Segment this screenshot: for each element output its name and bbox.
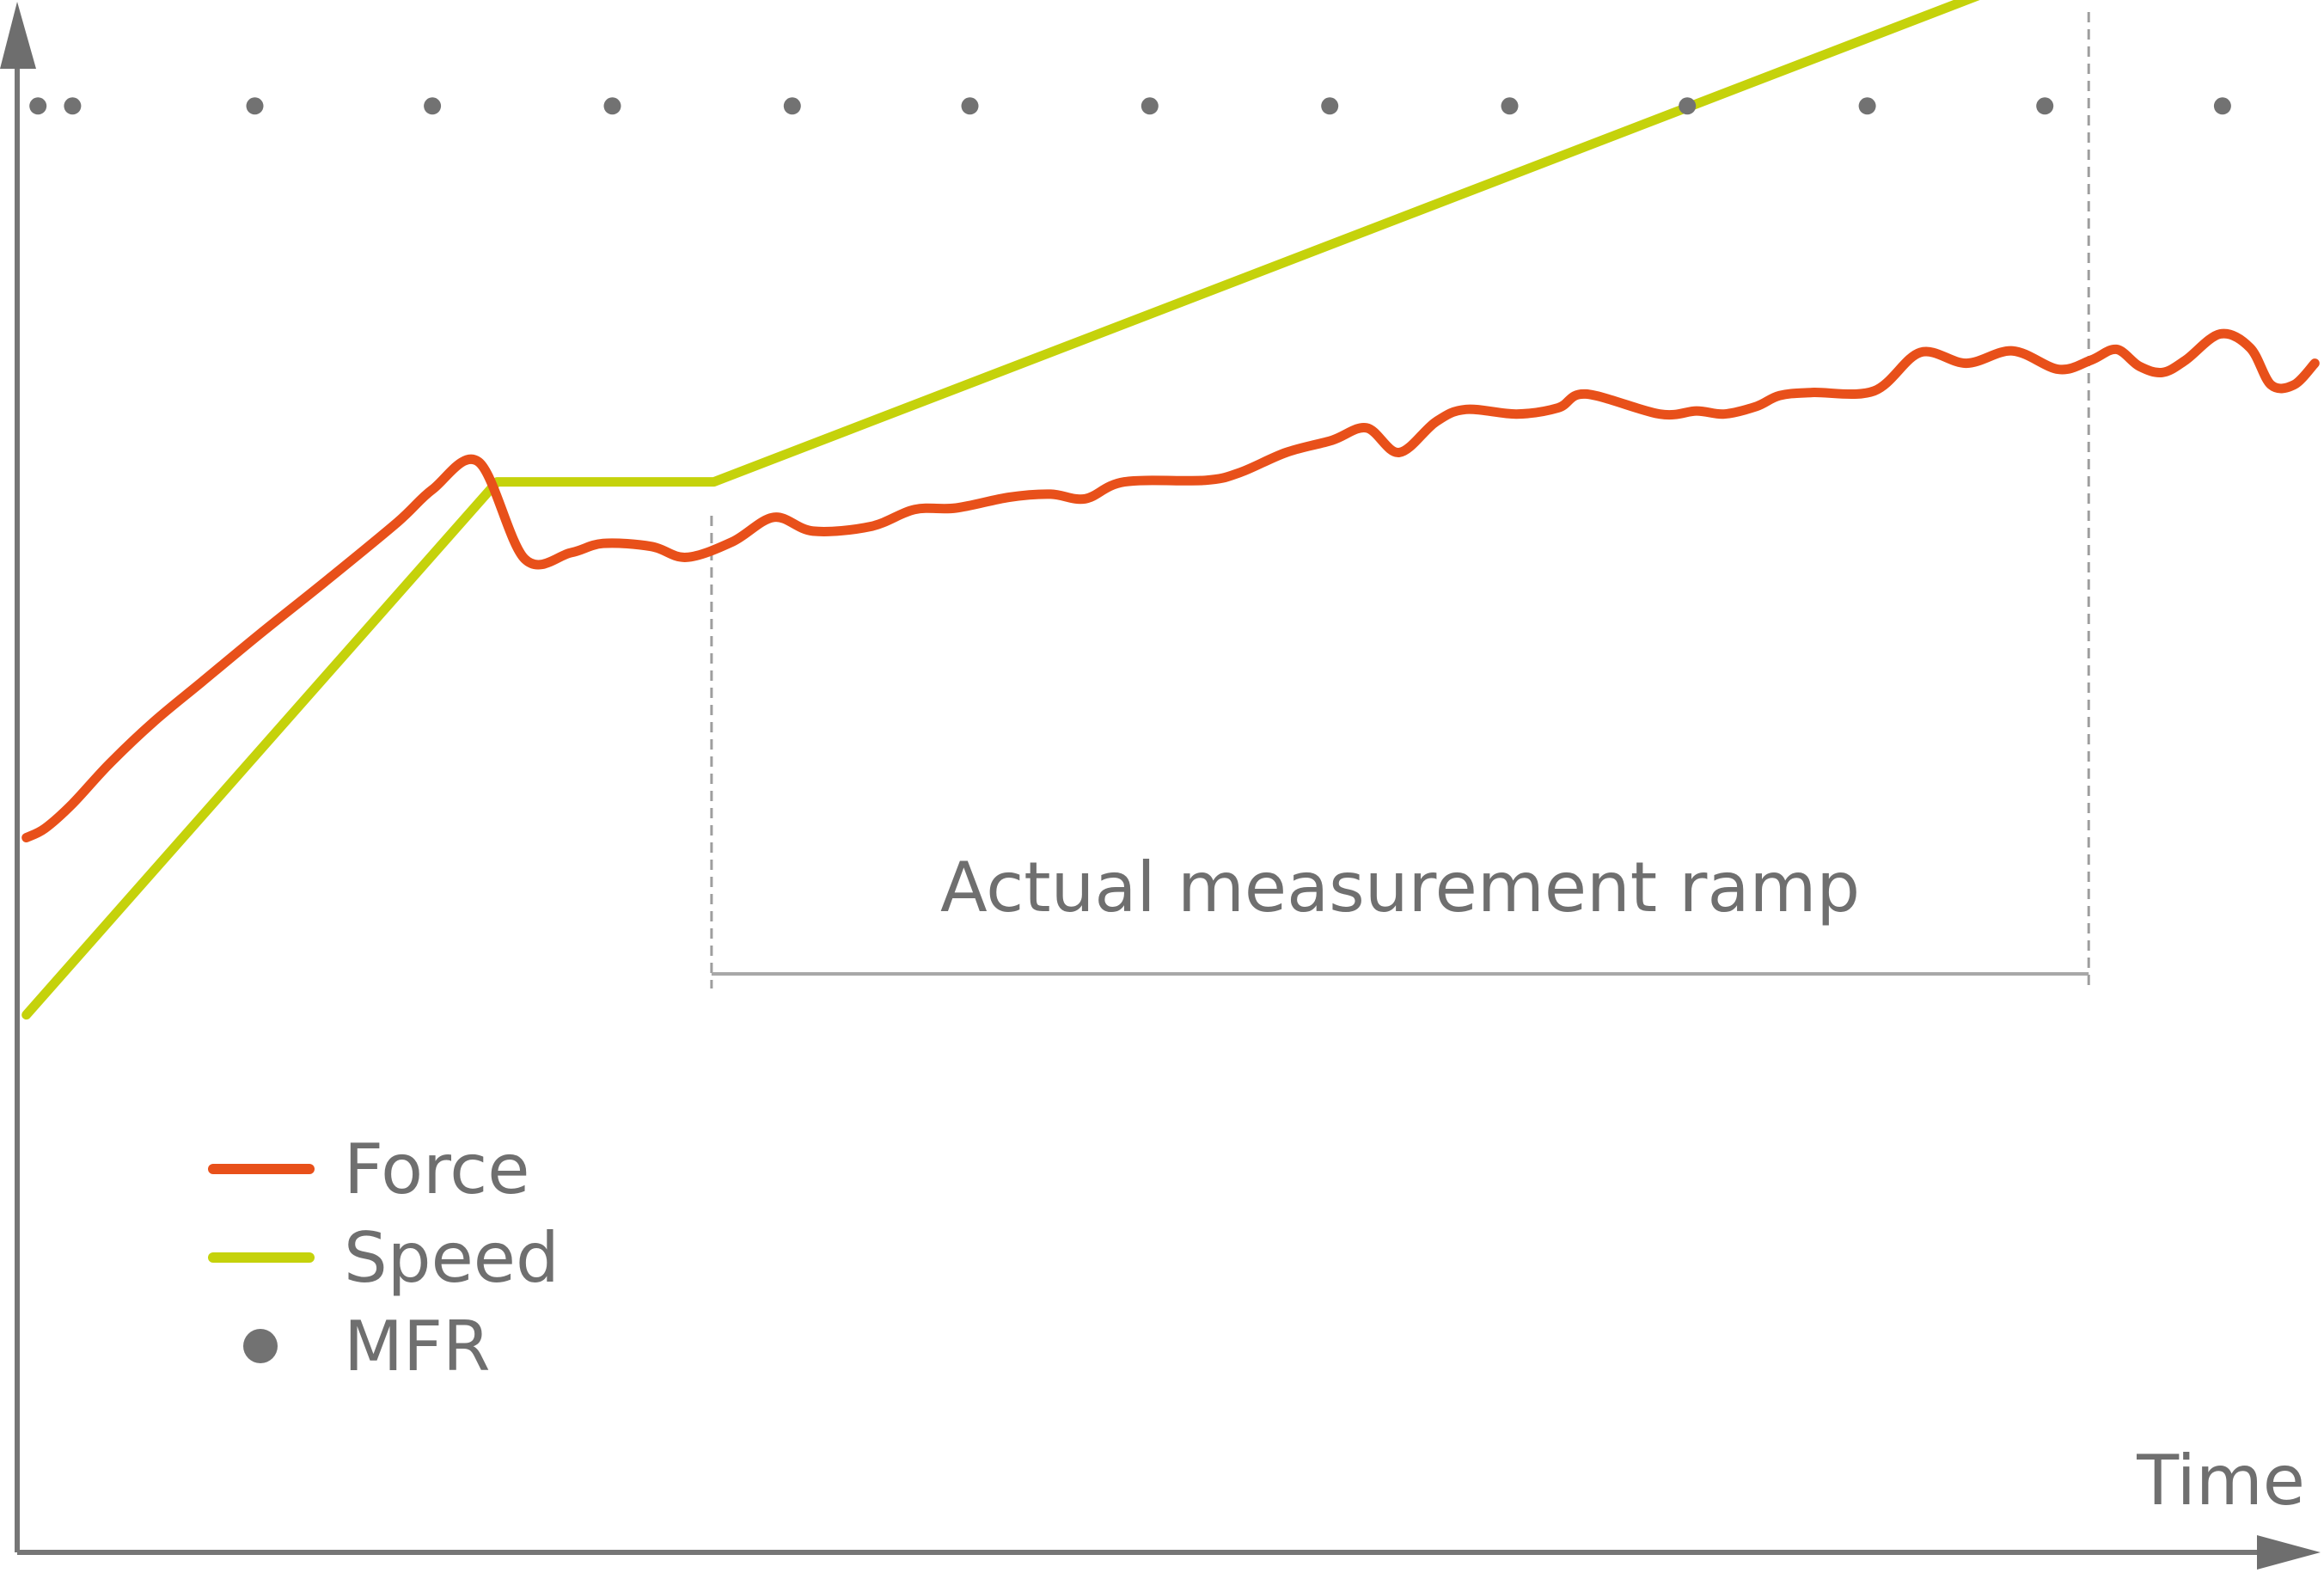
mfr-point bbox=[783, 97, 801, 115]
mfr-point bbox=[1141, 97, 1159, 115]
legend-item-speed: Speed bbox=[208, 1218, 560, 1298]
mfr-point bbox=[1858, 97, 1876, 115]
mfr-series bbox=[29, 97, 2231, 115]
legend-label-force: Force bbox=[344, 1129, 529, 1209]
speed-line bbox=[21, 0, 1980, 1020]
mfr-point bbox=[1501, 97, 1519, 115]
legend: Force Speed MFR bbox=[208, 1129, 560, 1386]
mfr-point bbox=[2036, 97, 2054, 115]
y-axis-arrow bbox=[0, 2, 36, 69]
mfr-point bbox=[64, 97, 82, 115]
legend-label-speed: Speed bbox=[344, 1218, 560, 1298]
mfr-point bbox=[1321, 97, 1339, 115]
measurement-ramp-annotation: Actual measurement ramp bbox=[710, 12, 2090, 988]
mfr-point bbox=[961, 97, 979, 115]
x-axis-arrow bbox=[2257, 1535, 2321, 1570]
mfr-point bbox=[29, 97, 47, 115]
ramp-label: Actual measurement ramp bbox=[940, 848, 1860, 927]
legend-item-force: Force bbox=[208, 1129, 529, 1209]
mfr-point bbox=[424, 97, 442, 115]
legend-label-mfr: MFR bbox=[344, 1307, 491, 1386]
mfr-point bbox=[603, 97, 621, 115]
force-line bbox=[21, 328, 2320, 842]
legend-item-mfr: MFR bbox=[243, 1307, 491, 1386]
x-axis-label: Time bbox=[2136, 1441, 2305, 1521]
plot-area bbox=[21, 0, 2320, 1020]
mfr-point bbox=[1679, 97, 1697, 115]
legend-swatch-mfr bbox=[243, 1329, 278, 1363]
mfr-point bbox=[2213, 97, 2231, 115]
mfr-point bbox=[246, 97, 264, 115]
